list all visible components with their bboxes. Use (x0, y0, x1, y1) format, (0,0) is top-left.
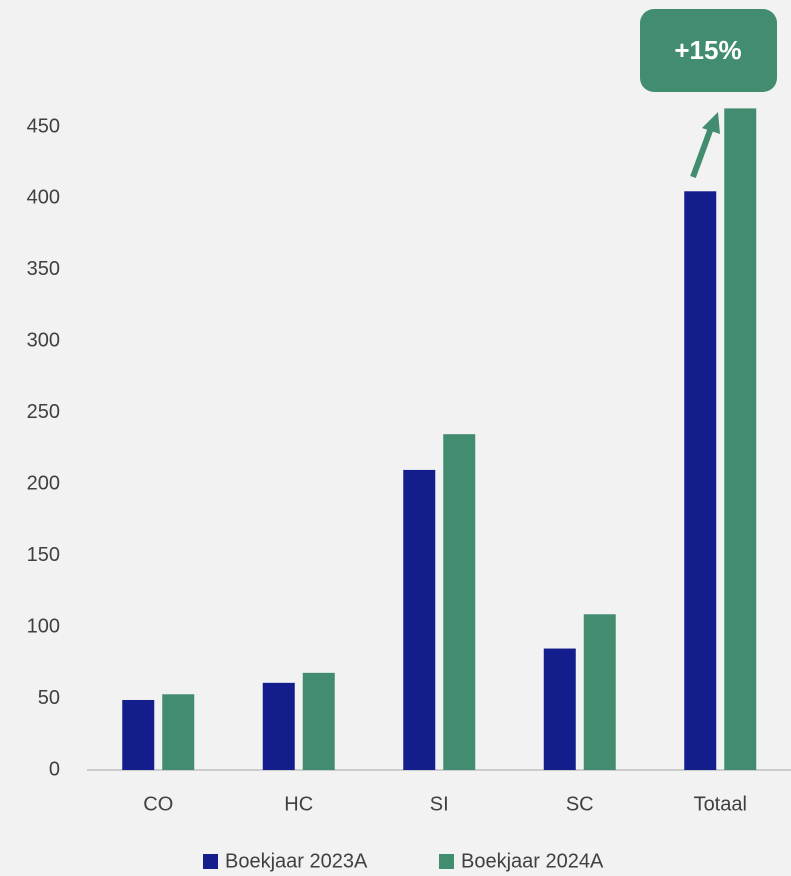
bar (583, 614, 616, 770)
legend-swatch (203, 854, 218, 869)
y-tick-label: 100 (27, 615, 60, 637)
y-tick-label: 50 (38, 687, 60, 709)
annotation-arrow (690, 126, 714, 179)
bar (724, 108, 757, 771)
x-tick-label: SC (566, 793, 594, 815)
legend-swatch (439, 854, 454, 869)
legend-label: Boekjaar 2023A (225, 850, 368, 872)
annotation-text: +15% (674, 35, 741, 65)
y-tick-label: 400 (27, 187, 60, 209)
y-tick-label: 350 (27, 258, 60, 280)
x-tick-label: Totaal (694, 793, 747, 815)
x-tick-label: SI (430, 793, 449, 815)
bar (162, 694, 195, 770)
bar (403, 469, 436, 770)
y-tick-label: 300 (27, 330, 60, 352)
y-tick-label: 450 (27, 115, 60, 137)
annotation-box (640, 9, 777, 92)
bar (543, 648, 576, 770)
bar (684, 191, 717, 770)
y-tick-label: 200 (27, 472, 60, 494)
bar (302, 672, 335, 770)
annotation-arrowhead (702, 112, 720, 134)
x-tick-label: CO (143, 793, 173, 815)
x-tick-label: HC (284, 793, 313, 815)
legend-label: Boekjaar 2024A (461, 850, 604, 872)
bar (122, 699, 155, 770)
y-tick-label: 0 (49, 758, 60, 780)
bar (443, 434, 476, 770)
y-tick-label: 150 (27, 544, 60, 566)
y-tick-label: 250 (27, 401, 60, 423)
bar (262, 682, 295, 770)
